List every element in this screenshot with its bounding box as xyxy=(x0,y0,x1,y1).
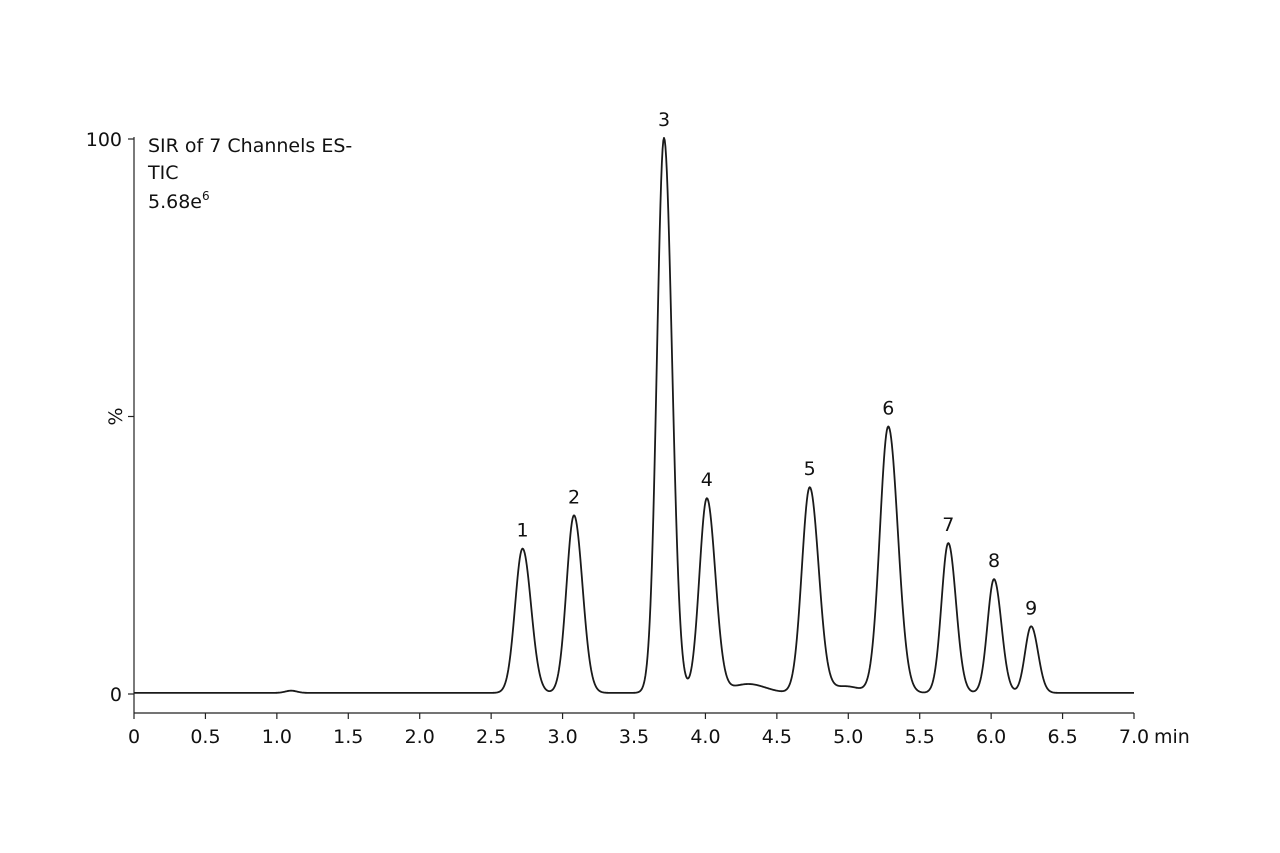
info-line-1: SIR of 7 Channels ES- xyxy=(148,135,352,157)
x-tick-label: 6.0 xyxy=(976,726,1006,748)
peak-label-9: 9 xyxy=(1025,597,1037,619)
info-line-3: 5.68e6 xyxy=(148,189,210,213)
peak-label-3: 3 xyxy=(658,109,670,131)
x-tick-label: 1.0 xyxy=(262,726,292,748)
tic-trace-line xyxy=(133,136,1135,694)
x-tick-label: 3.5 xyxy=(619,726,649,748)
y-tick-label: 100 xyxy=(86,129,122,151)
peak-label-8: 8 xyxy=(988,550,1000,572)
peak-label-7: 7 xyxy=(942,514,954,536)
peak-label-1: 1 xyxy=(517,520,529,542)
x-tick-label: 1.5 xyxy=(333,726,363,748)
peak-label-6: 6 xyxy=(882,397,894,419)
chart-info-annotation: SIR of 7 Channels ES- TIC 5.68e6 xyxy=(147,135,352,213)
peak-label-2: 2 xyxy=(568,486,580,508)
x-tick-label: 3.0 xyxy=(547,726,577,748)
x-tick-label: 5.0 xyxy=(833,726,863,748)
x-tick-label: 2.5 xyxy=(476,726,506,748)
info-line-3-base: 5.68e xyxy=(148,191,202,213)
info-line-2: TIC xyxy=(147,162,178,184)
peak-labels: 1 2 3 4 5 6 7 8 9 xyxy=(517,109,1038,619)
x-tick-label: 6.5 xyxy=(1047,726,1077,748)
y-ticks: 0 100 xyxy=(86,129,134,706)
x-tick-label: 4.5 xyxy=(762,726,792,748)
x-tick-label: 5.5 xyxy=(905,726,935,748)
peak-label-5: 5 xyxy=(804,458,816,480)
x-tick-label: 0 xyxy=(128,726,140,748)
axes: 0 0.5 1.0 1.5 2.0 2.5 3.0 3.5 4.0 4.5 5.0 5.5 6.0 6.5… xyxy=(86,129,1149,748)
x-tick-label: 4.0 xyxy=(690,726,720,748)
x-axis-unit: min xyxy=(1154,726,1190,748)
peak-label-4: 4 xyxy=(701,469,713,491)
y-tick-label: 0 xyxy=(110,684,122,706)
x-tick-label: 2.0 xyxy=(405,726,435,748)
x-tick-label: 0.5 xyxy=(190,726,220,748)
info-line-3-exponent: 6 xyxy=(202,189,210,203)
x-ticks: 0 0.5 1.0 1.5 2.0 2.5 3.0 3.5 4.0 4.5 5.0 5.5 6.0 6.5… xyxy=(128,713,1149,748)
x-tick-label: 7.0 xyxy=(1119,726,1149,748)
y-axis-label: % xyxy=(105,407,127,425)
